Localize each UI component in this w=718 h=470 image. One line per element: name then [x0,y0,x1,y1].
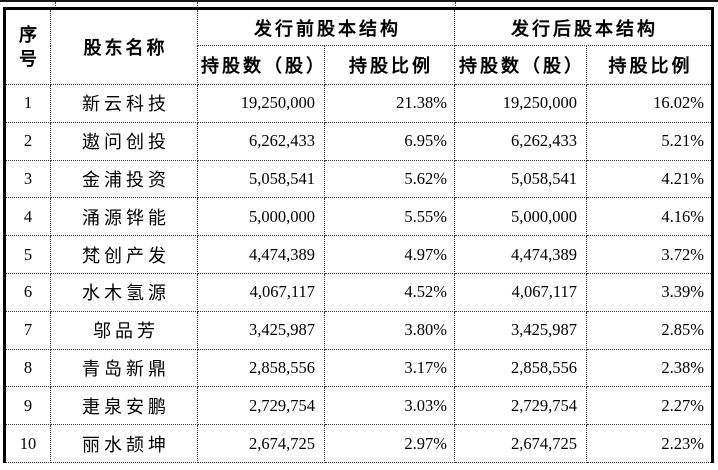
header-seq: 序号 [4,8,51,85]
column-guide-stub [455,2,456,8]
table-row: 4 涌源铧能 5,000,000 5.55% 5,000,000 4.16% [4,197,713,237]
cell-pre-shares: 19,250,000 [197,84,325,123]
cell-pre-ratio: 6.95% [324,121,455,161]
cell-pre-shares: 2,858,556 [197,348,325,388]
header-section-post-issue: 发行后股本结构 [454,8,713,46]
header-pre-shares: 持股数（股） [197,45,325,85]
cell-shareholder-name: 水木氢源 [50,272,198,312]
cell-pre-shares: 4,067,117 [197,272,325,312]
header-section-pre-issue: 发行前股本结构 [197,8,455,46]
cell-pre-ratio: 5.55% [324,197,455,237]
header-post-ratio: 持股比例 [586,45,713,85]
header-seq-label: 序号 [18,24,37,69]
cell-index: 10 [4,424,51,463]
cell-shareholder-name: 遨问创投 [50,121,198,161]
table-row: 6 水木氢源 4,067,117 4.52% 4,067,117 3.39% [4,272,713,312]
cell-post-shares: 2,858,556 [454,348,587,388]
table-row: 9 疌泉安鹏 2,729,754 3.03% 2,729,754 2.27% [4,386,713,426]
cell-shareholder-name: 青岛新鼎 [50,348,198,388]
cell-pre-shares: 6,262,433 [197,121,325,161]
cell-post-shares: 5,058,541 [454,159,587,199]
cell-post-shares: 4,474,389 [454,235,587,274]
header-shareholder-name: 股东名称 [50,8,198,85]
cell-pre-shares: 5,000,000 [197,197,325,237]
cell-post-ratio: 3.72% [586,235,713,274]
cell-shareholder-name: 金浦投资 [50,159,198,199]
column-guide-stub [197,2,198,8]
cell-post-shares: 2,674,725 [454,424,587,463]
header-pre-ratio: 持股比例 [324,45,455,85]
cell-index: 6 [4,272,51,312]
cell-pre-shares: 5,058,541 [197,159,325,199]
shareholding-structure-table: 序号 股东名称 发行前股本结构 发行后股本结构 持股数（股） 持股比例 持股数（… [3,7,714,463]
cell-post-ratio: 16.02% [586,84,713,123]
table-row: 7 邬品芳 3,425,987 3.80% 3,425,987 2.85% [4,310,713,350]
header-post-shares: 持股数（股） [454,45,587,85]
cell-shareholder-name: 疌泉安鹏 [50,386,198,426]
cell-index: 5 [4,235,51,274]
cell-shareholder-name: 丽水颉坤 [50,424,198,463]
cell-pre-ratio: 3.80% [324,310,455,350]
cell-index: 7 [4,310,51,350]
cell-index: 9 [4,386,51,426]
cell-post-ratio: 2.38% [586,348,713,388]
cell-post-ratio: 5.21% [586,121,713,161]
cell-index: 2 [4,121,51,161]
cell-post-ratio: 2.27% [586,386,713,426]
header-row-sections: 序号 股东名称 发行前股本结构 发行后股本结构 [4,8,713,85]
cell-index: 3 [4,159,51,199]
cell-post-shares: 19,250,000 [454,84,587,123]
table-row: 5 梵创产发 4,474,389 4.97% 4,474,389 3.72% [4,235,713,274]
cell-pre-ratio: 4.52% [324,272,455,312]
cell-pre-ratio: 2.97% [324,424,455,463]
table-row: 8 青岛新鼎 2,858,556 3.17% 2,858,556 2.38% [4,348,713,388]
table-row: 10 丽水颉坤 2,674,725 2.97% 2,674,725 2.23% [4,424,713,463]
cell-pre-shares: 2,729,754 [197,386,325,426]
cell-shareholder-name: 邬品芳 [50,310,198,350]
cell-index: 8 [4,348,51,388]
cell-shareholder-name: 涌源铧能 [50,197,198,237]
cell-index: 4 [4,197,51,237]
cell-shareholder-name: 梵创产发 [50,235,198,274]
cell-shareholder-name: 新云科技 [50,84,198,123]
cell-post-shares: 6,262,433 [454,121,587,161]
page-top-remnant-line [0,0,718,2]
cell-post-shares: 5,000,000 [454,197,587,237]
cell-post-shares: 4,067,117 [454,272,587,312]
cell-index: 1 [4,84,51,123]
cell-pre-shares: 3,425,987 [197,310,325,350]
column-guide-stub [55,2,56,8]
cell-post-ratio: 4.16% [586,197,713,237]
table-row: 1 新云科技 19,250,000 21.38% 19,250,000 16.0… [4,84,713,123]
cell-pre-ratio: 5.62% [324,159,455,199]
table-row: 2 遨问创投 6,262,433 6.95% 6,262,433 5.21% [4,121,713,161]
cell-pre-shares: 2,674,725 [197,424,325,463]
cell-post-ratio: 2.85% [586,310,713,350]
table-row: 3 金浦投资 5,058,541 5.62% 5,058,541 4.21% [4,159,713,199]
cell-post-ratio: 4.21% [586,159,713,199]
cell-pre-ratio: 21.38% [324,84,455,123]
cell-pre-ratio: 3.03% [324,386,455,426]
cell-pre-ratio: 4.97% [324,235,455,274]
cell-pre-ratio: 3.17% [324,348,455,388]
cell-post-shares: 3,425,987 [454,310,587,350]
cell-post-ratio: 2.23% [586,424,713,463]
cell-post-ratio: 3.39% [586,272,713,312]
cell-post-shares: 2,729,754 [454,386,587,426]
header-row-subcolumns: 持股数（股） 持股比例 持股数（股） 持股比例 [5,45,713,85]
cell-pre-shares: 4,474,389 [197,235,325,274]
